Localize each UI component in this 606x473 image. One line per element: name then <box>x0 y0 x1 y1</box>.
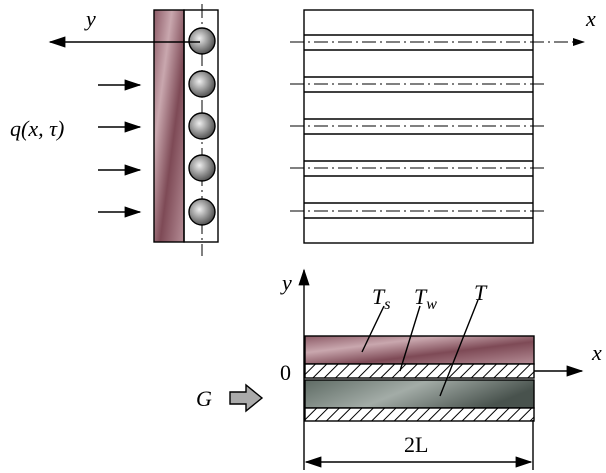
layer-label: Ts <box>372 284 390 313</box>
flow-label: G <box>196 386 212 411</box>
axis-label: y <box>280 270 292 295</box>
length-label: 2L <box>404 432 428 457</box>
bottom-panel: y x 0 G 2L Ts Tw T <box>196 270 602 470</box>
top-right-panel: x <box>290 6 596 243</box>
layer-label: T <box>474 280 488 305</box>
layer-label: Tw <box>414 284 437 313</box>
axis-label: x <box>591 340 602 365</box>
top-left-panel: y q(x, τ) <box>10 4 218 256</box>
axis-label: x <box>585 6 596 31</box>
origin-label: 0 <box>280 360 291 385</box>
axis-label: y <box>84 6 96 31</box>
flux-label: q(x, τ) <box>10 116 64 141</box>
diagram: y q(x, τ) x y x 0 G 2L Ts Tw T <box>0 0 606 473</box>
